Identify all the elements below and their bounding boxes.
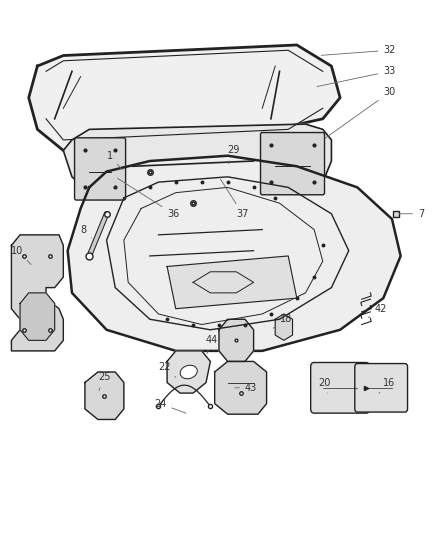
Text: 8: 8 <box>81 224 92 238</box>
FancyBboxPatch shape <box>355 364 407 412</box>
Text: 43: 43 <box>235 383 257 393</box>
Text: 36: 36 <box>117 179 179 219</box>
FancyBboxPatch shape <box>311 362 370 413</box>
Polygon shape <box>64 124 332 203</box>
Text: 44: 44 <box>206 335 218 353</box>
Polygon shape <box>29 45 340 150</box>
Polygon shape <box>167 351 210 393</box>
Text: 10: 10 <box>11 246 31 264</box>
Polygon shape <box>215 361 267 414</box>
FancyBboxPatch shape <box>261 133 325 195</box>
Text: 22: 22 <box>159 362 176 377</box>
Polygon shape <box>275 314 293 341</box>
FancyBboxPatch shape <box>74 138 126 200</box>
Text: 33: 33 <box>317 66 396 86</box>
Polygon shape <box>20 293 55 341</box>
Text: 37: 37 <box>220 179 249 219</box>
Text: 20: 20 <box>318 377 331 393</box>
Text: 18: 18 <box>273 314 292 328</box>
Text: 16: 16 <box>379 377 396 393</box>
Text: 29: 29 <box>228 146 240 164</box>
Text: 32: 32 <box>321 45 396 55</box>
Text: 7: 7 <box>399 209 424 219</box>
Polygon shape <box>167 256 297 309</box>
Text: 24: 24 <box>154 399 186 413</box>
Text: 1: 1 <box>106 151 122 169</box>
Text: 25: 25 <box>98 372 110 391</box>
Polygon shape <box>219 319 254 361</box>
Polygon shape <box>67 156 401 351</box>
Polygon shape <box>85 372 124 419</box>
Text: 42: 42 <box>368 304 387 318</box>
Text: 30: 30 <box>325 87 396 138</box>
Ellipse shape <box>180 365 197 379</box>
Polygon shape <box>11 235 64 351</box>
